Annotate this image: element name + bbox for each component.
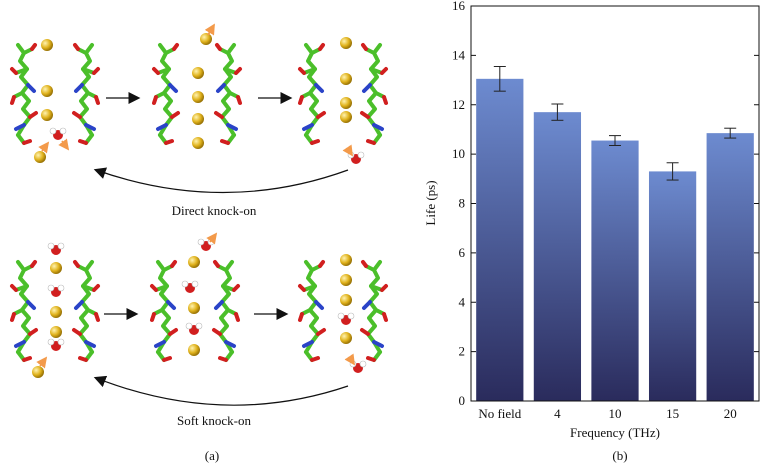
bar-15	[648, 171, 697, 401]
bar-20	[706, 133, 754, 401]
y-tick-label: 2	[459, 344, 466, 359]
direct-frame-1	[10, 39, 100, 163]
soft-frame-3	[298, 254, 388, 374]
error-bar-15	[666, 162, 679, 181]
y-tick-label: 16	[452, 0, 466, 13]
soft-return-arrow	[93, 375, 349, 406]
direct-frame-3	[298, 37, 388, 165]
error-bar-4	[551, 103, 564, 121]
y-tick-label: 4	[459, 294, 466, 309]
x-tick-label: No field	[478, 406, 521, 421]
knock-on-schematic: Direct knock-on Soft kno	[10, 23, 388, 463]
panel-b-label: (b)	[612, 448, 627, 463]
bars-layer	[476, 78, 754, 401]
direct-knock-on-caption: Direct knock-on	[172, 203, 257, 218]
x-axis: No field 4 10 15 20	[478, 406, 736, 421]
x-tick-label: 10	[609, 406, 622, 421]
x-tick-label: 20	[724, 406, 737, 421]
panel-a-label: (a)	[205, 448, 219, 463]
direct-return-arrow	[93, 167, 349, 194]
bar-no-field	[476, 78, 524, 401]
soft-knock-on-caption: Soft knock-on	[177, 413, 252, 428]
y-tick-label: 0	[459, 393, 466, 408]
bar-4	[533, 112, 582, 401]
y-axis-label: Life (ps)	[423, 180, 438, 225]
error-bar-10	[609, 135, 621, 146]
soft-frame-2	[150, 232, 240, 362]
error-bar-no-field	[493, 65, 506, 92]
error-bar-20	[724, 127, 737, 139]
y-tick-label: 14	[452, 47, 466, 62]
y-tick-label: 10	[452, 146, 465, 161]
x-tick-label: 4	[554, 406, 561, 421]
direct-frame-2	[152, 23, 242, 149]
y-tick-label: 6	[459, 245, 466, 260]
y-tick-label: 12	[452, 97, 465, 112]
x-axis-label: Frequency (THz)	[570, 425, 660, 440]
soft-frame-1	[10, 242, 100, 378]
y-tick-label: 8	[459, 196, 466, 211]
bar-10	[591, 140, 639, 401]
error-bars-layer	[493, 65, 737, 181]
x-tick-label: 15	[666, 406, 679, 421]
y-axis: 0 2 4 6 8 10 12 14 16	[452, 0, 759, 408]
